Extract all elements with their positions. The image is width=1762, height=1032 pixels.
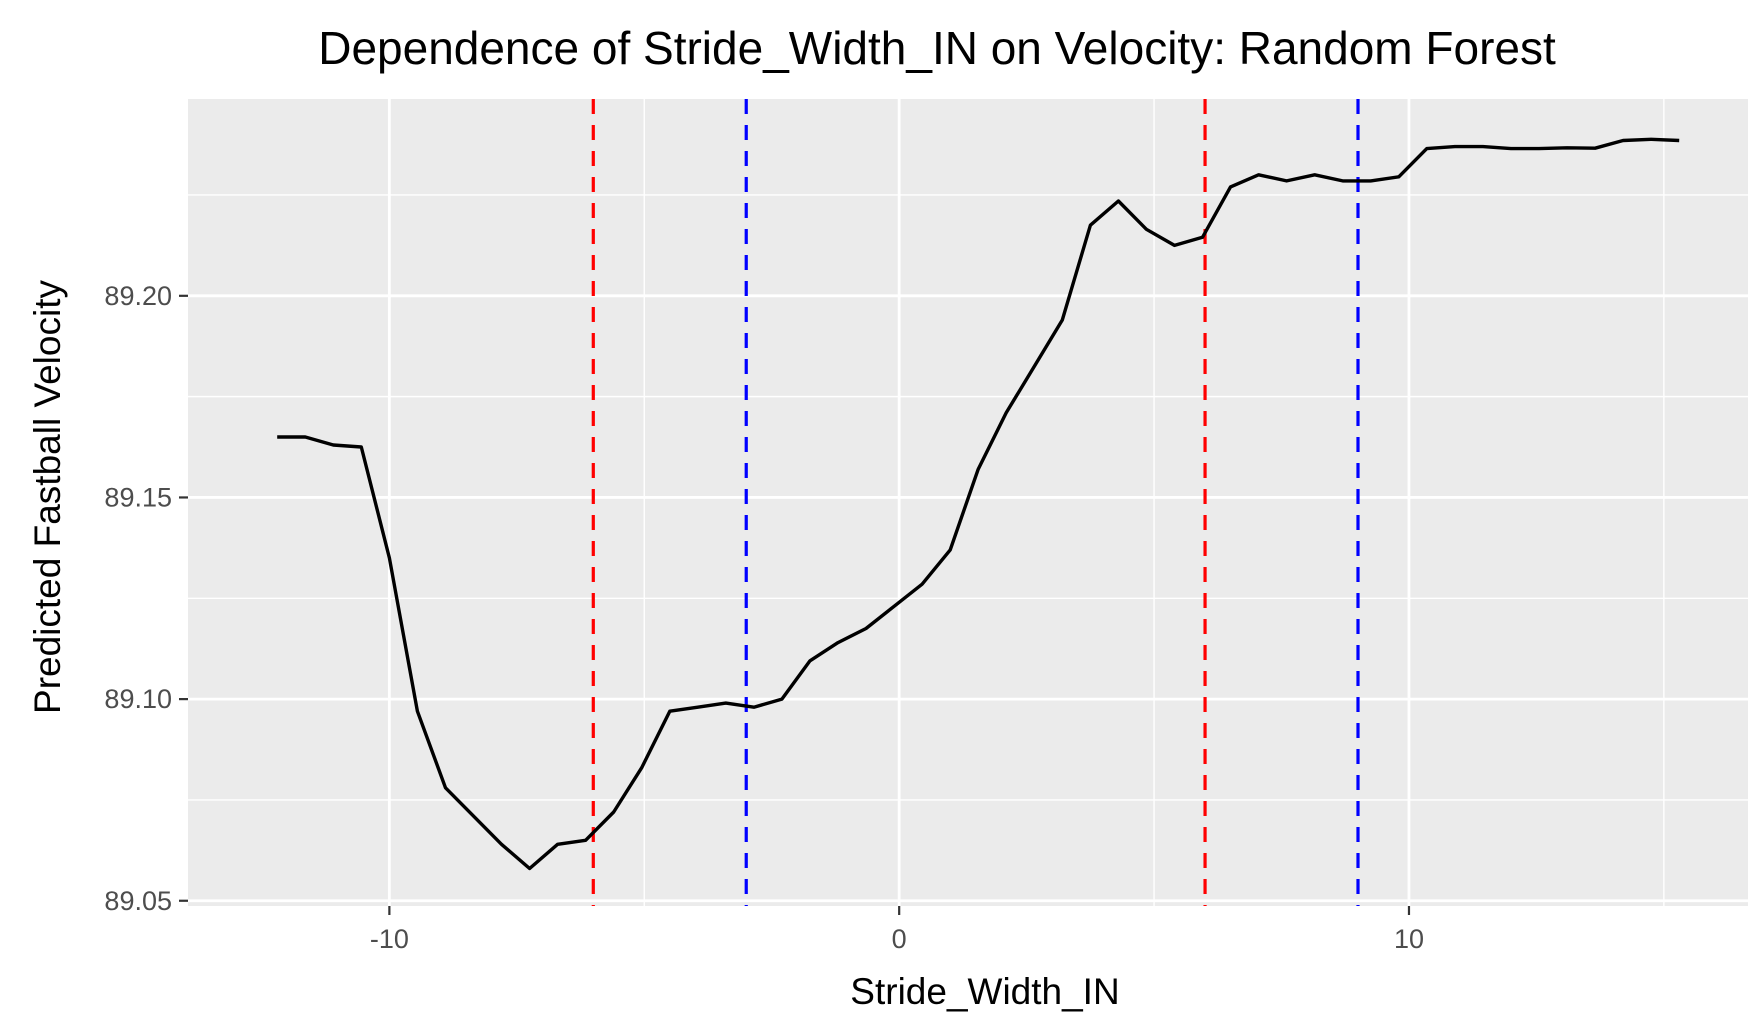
- y-tick-label: 89.05: [104, 886, 172, 916]
- major-gridlines: [188, 99, 1748, 906]
- x-tick-label: -10: [370, 924, 409, 954]
- y-tick-label: 89.10: [104, 684, 172, 714]
- y-axis: 89.05 89.10 89.15 89.20: [104, 281, 188, 916]
- chart-title: Dependence of Stride_Width_IN on Velocit…: [318, 22, 1556, 74]
- series-layer: [277, 137, 1680, 871]
- x-tick-label: 0: [892, 924, 907, 954]
- y-tick-label: 89.20: [104, 281, 172, 311]
- y-axis-title: Predicted Fastball Velocity: [27, 280, 68, 714]
- x-axis-title: Stride_Width_IN: [850, 971, 1119, 1012]
- x-axis: -10 0 10: [370, 906, 1424, 954]
- y-tick-label: 89.15: [104, 482, 172, 512]
- minor-gridlines: [188, 99, 1748, 906]
- x-tick-label: 10: [1394, 924, 1424, 954]
- series-line-1: [277, 137, 1680, 871]
